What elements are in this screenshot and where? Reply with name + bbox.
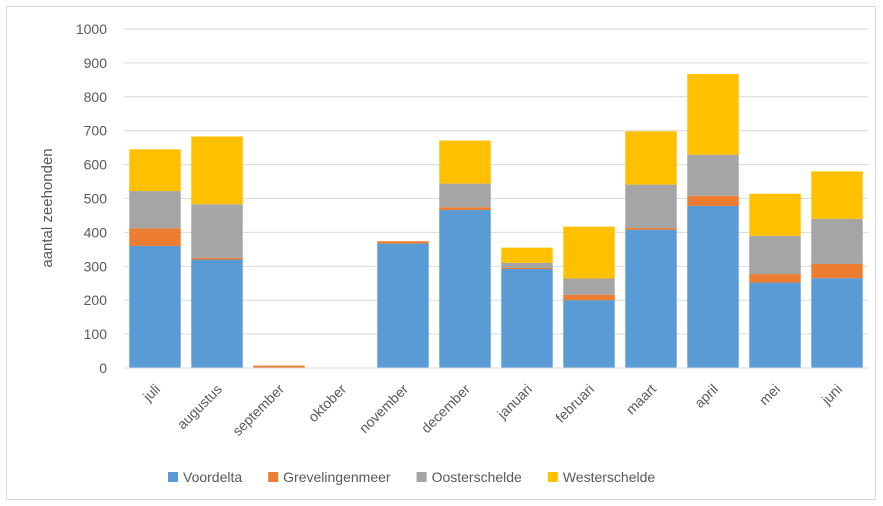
bar-segment-oosterschelde-april — [687, 154, 739, 196]
legend-label: Oosterschelde — [432, 469, 522, 485]
bar-segment-grevelingenmeer-mei — [749, 274, 801, 283]
y-tick-label: 1000 — [76, 21, 107, 37]
y-tick-label: 700 — [84, 123, 108, 139]
bar-segment-oosterschelde-mei — [749, 235, 801, 275]
x-tick-label: maart — [622, 381, 659, 418]
bar-segment-grevelingenmeer-augustus — [191, 257, 243, 260]
x-tick-label: juni — [818, 381, 845, 408]
bar-segment-westerschelde-augustus — [191, 136, 243, 205]
bar-segment-grevelingenmeer-maart — [625, 227, 677, 230]
legend-label: Voordelta — [183, 469, 242, 485]
y-tick-label: 300 — [84, 258, 108, 274]
bar-segment-grevelingenmeer-november — [377, 241, 429, 244]
bar-segment-westerschelde-juli — [129, 149, 181, 192]
bar-segment-oosterschelde-januari — [501, 262, 553, 268]
bar-segment-oosterschelde-februari — [563, 278, 615, 295]
y-axis-ticks: 0 100 200 300 400 500 600 700 800 900 1000 — [76, 21, 107, 376]
x-tick-label: juli — [139, 381, 163, 405]
bar-segment-oosterschelde-december — [439, 183, 491, 208]
bar-segment-grevelingenmeer-juli — [129, 228, 181, 246]
y-tick-label: 400 — [84, 224, 108, 240]
bar-segment-westerschelde-juni — [811, 171, 863, 219]
bar-segment-oosterschelde-maart — [625, 184, 677, 228]
bar-segment-grevelingenmeer-januari — [501, 267, 553, 270]
y-tick-label: 600 — [84, 157, 108, 173]
y-tick-label: 800 — [84, 89, 108, 105]
bar-segment-oosterschelde-juli — [129, 191, 181, 229]
x-tick-label: februari — [552, 381, 597, 426]
bar-segment-grevelingenmeer-februari — [563, 294, 615, 301]
y-tick-label: 500 — [84, 191, 108, 207]
bar-segment-voordelta-februari — [563, 300, 615, 368]
y-tick-label: 200 — [84, 292, 108, 308]
x-tick-label: november — [356, 381, 412, 437]
bar-segment-voordelta-augustus — [191, 259, 243, 368]
x-tick-label: september — [229, 381, 287, 439]
x-axis-ticks: juli augustus september oktober november dece… — [139, 381, 845, 439]
x-tick-label: december — [418, 381, 474, 437]
legend-swatch — [268, 472, 279, 482]
bars — [129, 74, 863, 368]
bar-segment-oosterschelde-juni — [811, 218, 863, 264]
gridlines — [124, 28, 868, 335]
bar-segment-voordelta-januari — [501, 269, 553, 368]
bar-segment-westerschelde-april — [687, 74, 739, 155]
bar-segment-westerschelde-maart — [625, 131, 677, 185]
legend-swatch — [168, 472, 178, 482]
y-axis-title: aantal zeehonden — [39, 148, 56, 267]
bar-segment-oosterschelde-augustus — [191, 204, 243, 258]
bar-segment-voordelta-juni — [811, 278, 863, 368]
legend-label: Westerschelde — [563, 469, 656, 485]
bar-segment-voordelta-mei — [749, 282, 801, 368]
bar-segment-grevelingenmeer-september — [253, 365, 305, 368]
bar-segment-grevelingenmeer-december — [439, 207, 491, 211]
x-tick-label: april — [691, 381, 721, 411]
legend-swatch — [416, 472, 427, 482]
bar-segment-westerschelde-december — [439, 140, 491, 184]
legend-swatch — [547, 472, 558, 482]
x-tick-label: mei — [756, 381, 783, 408]
bar-segment-voordelta-december — [439, 210, 491, 368]
bar-segment-grevelingenmeer-april — [687, 195, 739, 206]
bar-segment-voordelta-november — [377, 243, 429, 368]
y-tick-label: 100 — [84, 326, 108, 342]
x-tick-label: oktober — [305, 381, 350, 426]
legend: Voordelta Grevelingenmeer Oosterschelde Wes… — [168, 469, 655, 485]
bar-segment-voordelta-maart — [625, 229, 677, 368]
bar-segment-westerschelde-januari — [501, 247, 553, 263]
bar-segment-grevelingenmeer-juni — [811, 263, 863, 279]
y-tick-label: 0 — [99, 360, 107, 376]
bar-segment-westerschelde-februari — [563, 226, 615, 279]
bar-segment-westerschelde-mei — [749, 193, 801, 236]
x-tick-label: augustus — [174, 381, 225, 432]
bar-segment-voordelta-juli — [129, 245, 181, 368]
legend-label: Grevelingenmeer — [283, 469, 391, 485]
y-tick-label: 900 — [84, 55, 108, 71]
x-tick-label: januari — [493, 381, 535, 423]
bar-segment-voordelta-april — [687, 205, 739, 368]
